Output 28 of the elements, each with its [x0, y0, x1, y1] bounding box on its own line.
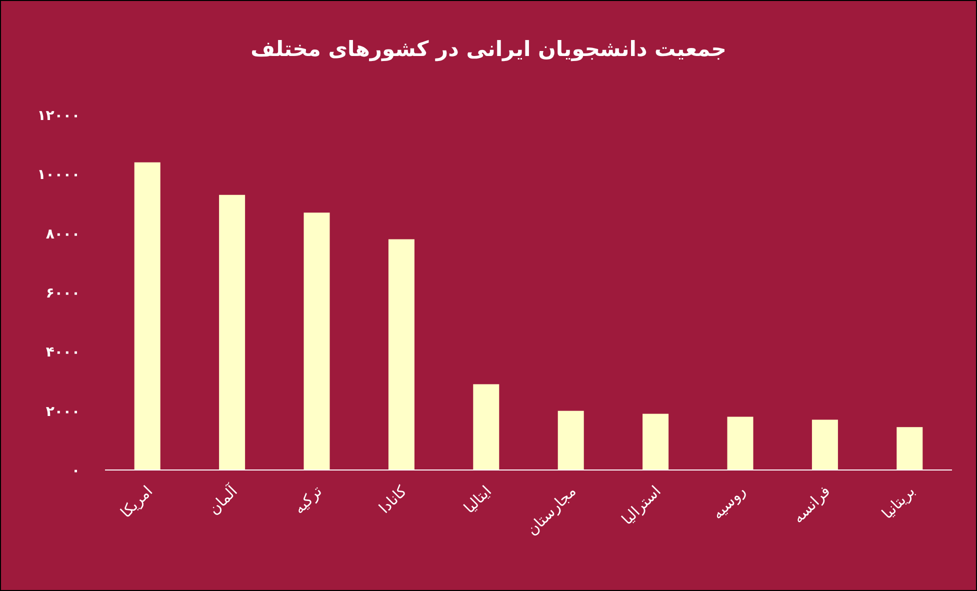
bar [558, 410, 584, 470]
bar [388, 239, 414, 470]
bar [812, 420, 838, 470]
x-tick-label: امریکا [116, 482, 156, 522]
x-tick-label: کانادا [375, 482, 411, 517]
x-tick-label: آلمان [204, 480, 242, 518]
y-tick-label: ۰ [71, 463, 80, 479]
x-tick-label: فرانسه [789, 482, 834, 527]
bar [896, 427, 923, 470]
y-tick-label: ۶۰۰۰ [46, 286, 80, 302]
x-tick-label: روسیه [708, 482, 750, 523]
y-tick-label: ۸۰۰۰ [46, 226, 80, 242]
x-tick-label: بریتانیا [878, 482, 918, 522]
y-tick-label: ۴۰۰۰ [46, 344, 80, 361]
y-tick-label: ۱۰۰۰۰ [37, 167, 80, 184]
x-tick-label: ایتالیا [460, 482, 495, 517]
y-tick-label: ۱۲۰۰۰ [37, 108, 80, 124]
bar [219, 194, 246, 470]
y-tick-label: ۲۰۰۰ [46, 404, 80, 420]
bar [727, 416, 754, 470]
bar [304, 212, 330, 470]
x-tick-label: ترکیه [290, 482, 326, 518]
bar [642, 414, 669, 470]
chart-title: جمعیت دانشجویان ایرانی در کشورهای مختلف [250, 37, 726, 62]
x-tick-label: استرالیا [618, 482, 664, 528]
x-tick-label: مجارستان [522, 482, 580, 539]
bar [134, 162, 160, 470]
bar [473, 384, 500, 470]
